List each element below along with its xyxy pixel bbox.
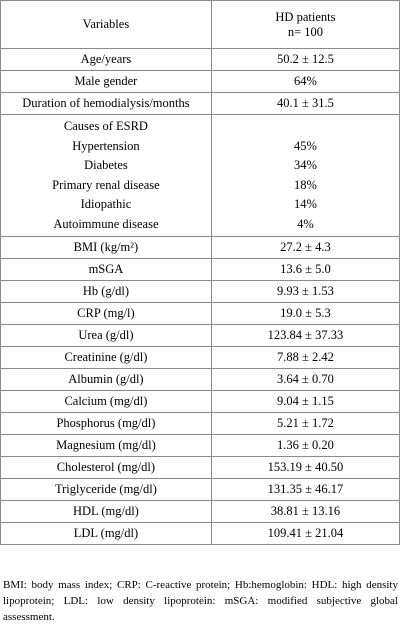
causes-value-spacer [215,117,396,137]
variable-value: 123.84 ± 37.33 [210,324,401,347]
cause-label: Diabetes [84,158,128,172]
variable-label: mSGA [0,258,212,281]
variable-label: Cholesterol (mg/dl) [0,456,212,479]
causes-title: Causes of ESRD [63,119,148,133]
cause-value: 18% [293,177,317,192]
causes-labels-cell: Causes of ESRD Hypertension Diabetes Primar… [0,114,212,237]
table-row: Magnesium (mg/dl) 1.36 ± 0.20 [0,434,401,457]
table-row: HDL (mg/dl) 38.81 ± 13.16 [0,500,401,523]
variable-label: HDL (mg/dl) [0,500,212,523]
cause-value: 4% [297,216,314,231]
cause-value: 14% [293,197,317,211]
variable-value: 1.36 ± 0.20 [210,434,401,457]
table-row: LDL (mg/dl) 109.41 ± 21.04 [0,522,401,545]
causes-of-esrd-row: Causes of ESRD Hypertension Diabetes Primar… [0,114,401,237]
variable-label: Triglyceride (mg/dl) [0,478,212,501]
cause-value: 45% [293,138,317,153]
variable-value: 38.81 ± 13.16 [210,500,401,523]
variable-label: CRP (mg/l) [0,302,212,325]
table-row: Hb (g/dl) 9.93 ± 1.53 [0,280,401,303]
table-row: Albumin (g/dl) 3.64 ± 0.70 [0,368,401,391]
variable-label: Male gender [0,70,212,93]
cause-label: Primary renal disease [52,177,160,192]
variable-value: 153.19 ± 40.50 [210,456,401,479]
header-group-name: HD patients [275,9,336,24]
patient-characteristics-table: Variables HD patients n= 100 Age/years 50… [0,0,401,545]
variable-label: Creatinine (g/dl) [0,346,212,369]
table-row: BMI (kg/m²) 27.2 ± 4.3 [0,236,401,259]
table-row: Phosphorus (mg/dl) 5.21 ± 1.72 [0,412,401,435]
table-row: Triglyceride (mg/dl) 131.35 ± 46.17 [0,478,401,501]
table-row: Urea (g/dl) 123.84 ± 37.33 [0,324,401,347]
table-row: CRP (mg/l) 19.0 ± 5.3 [0,302,401,325]
variable-value: 131.35 ± 46.17 [210,478,401,501]
variable-value: 50.2 ± 12.5 [210,48,401,71]
variable-label: Phosphorus (mg/dl) [0,412,212,435]
variable-value: 40.1 ± 31.5 [210,92,401,115]
variable-value: 9.93 ± 1.53 [210,280,401,303]
variable-label: Calcium (mg/dl) [0,390,212,413]
cause-value: 34% [293,158,317,172]
table-footnote: BMI: body mass index; CRP: C-reactive pr… [3,579,398,623]
table-row: mSGA 13.6 ± 5.0 [0,258,401,281]
variable-value: 64% [210,70,401,93]
variable-value: 13.6 ± 5.0 [210,258,401,281]
header-group: HD patients n= 100 [210,0,401,49]
variable-value: 9.04 ± 1.15 [210,390,401,413]
variable-value: 7.88 ± 2.42 [210,346,401,369]
cause-label: Idiopathic [80,197,132,211]
header-group-count: n= 100 [287,24,324,39]
variable-value: 109.41 ± 21.04 [210,522,401,545]
variable-label: Hb (g/dl) [0,280,212,303]
variable-value: 5.21 ± 1.72 [210,412,401,435]
variable-label: Urea (g/dl) [0,324,212,347]
variable-label: LDL (mg/dl) [0,522,212,545]
cause-label: Autoimmune disease [53,216,159,231]
variable-label: Duration of hemodialysis/months [0,92,212,115]
variable-label: Age/years [0,48,212,71]
variable-value: 19.0 ± 5.3 [210,302,401,325]
causes-values-cell: 45% 34% 18% 14% 4% [210,114,401,237]
variable-label: Albumin (g/dl) [0,368,212,391]
table-row: Duration of hemodialysis/months 40.1 ± 31… [0,92,401,115]
header-variables: Variables [0,0,212,49]
variable-value: 3.64 ± 0.70 [210,368,401,391]
variable-label: BMI (kg/m²) [0,236,212,259]
table-header-row: Variables HD patients n= 100 [0,0,401,49]
table-row: Age/years 50.2 ± 12.5 [0,48,401,71]
table-row: Cholesterol (mg/dl) 153.19 ± 40.50 [0,456,401,479]
cause-label: Hypertension [72,138,140,153]
table-row: Calcium (mg/dl) 9.04 ± 1.15 [0,390,401,413]
variable-label: Magnesium (mg/dl) [0,434,212,457]
table-row: Male gender 64% [0,70,401,93]
table-row: Creatinine (g/dl) 7.88 ± 2.42 [0,346,401,369]
variable-value: 27.2 ± 4.3 [210,236,401,259]
